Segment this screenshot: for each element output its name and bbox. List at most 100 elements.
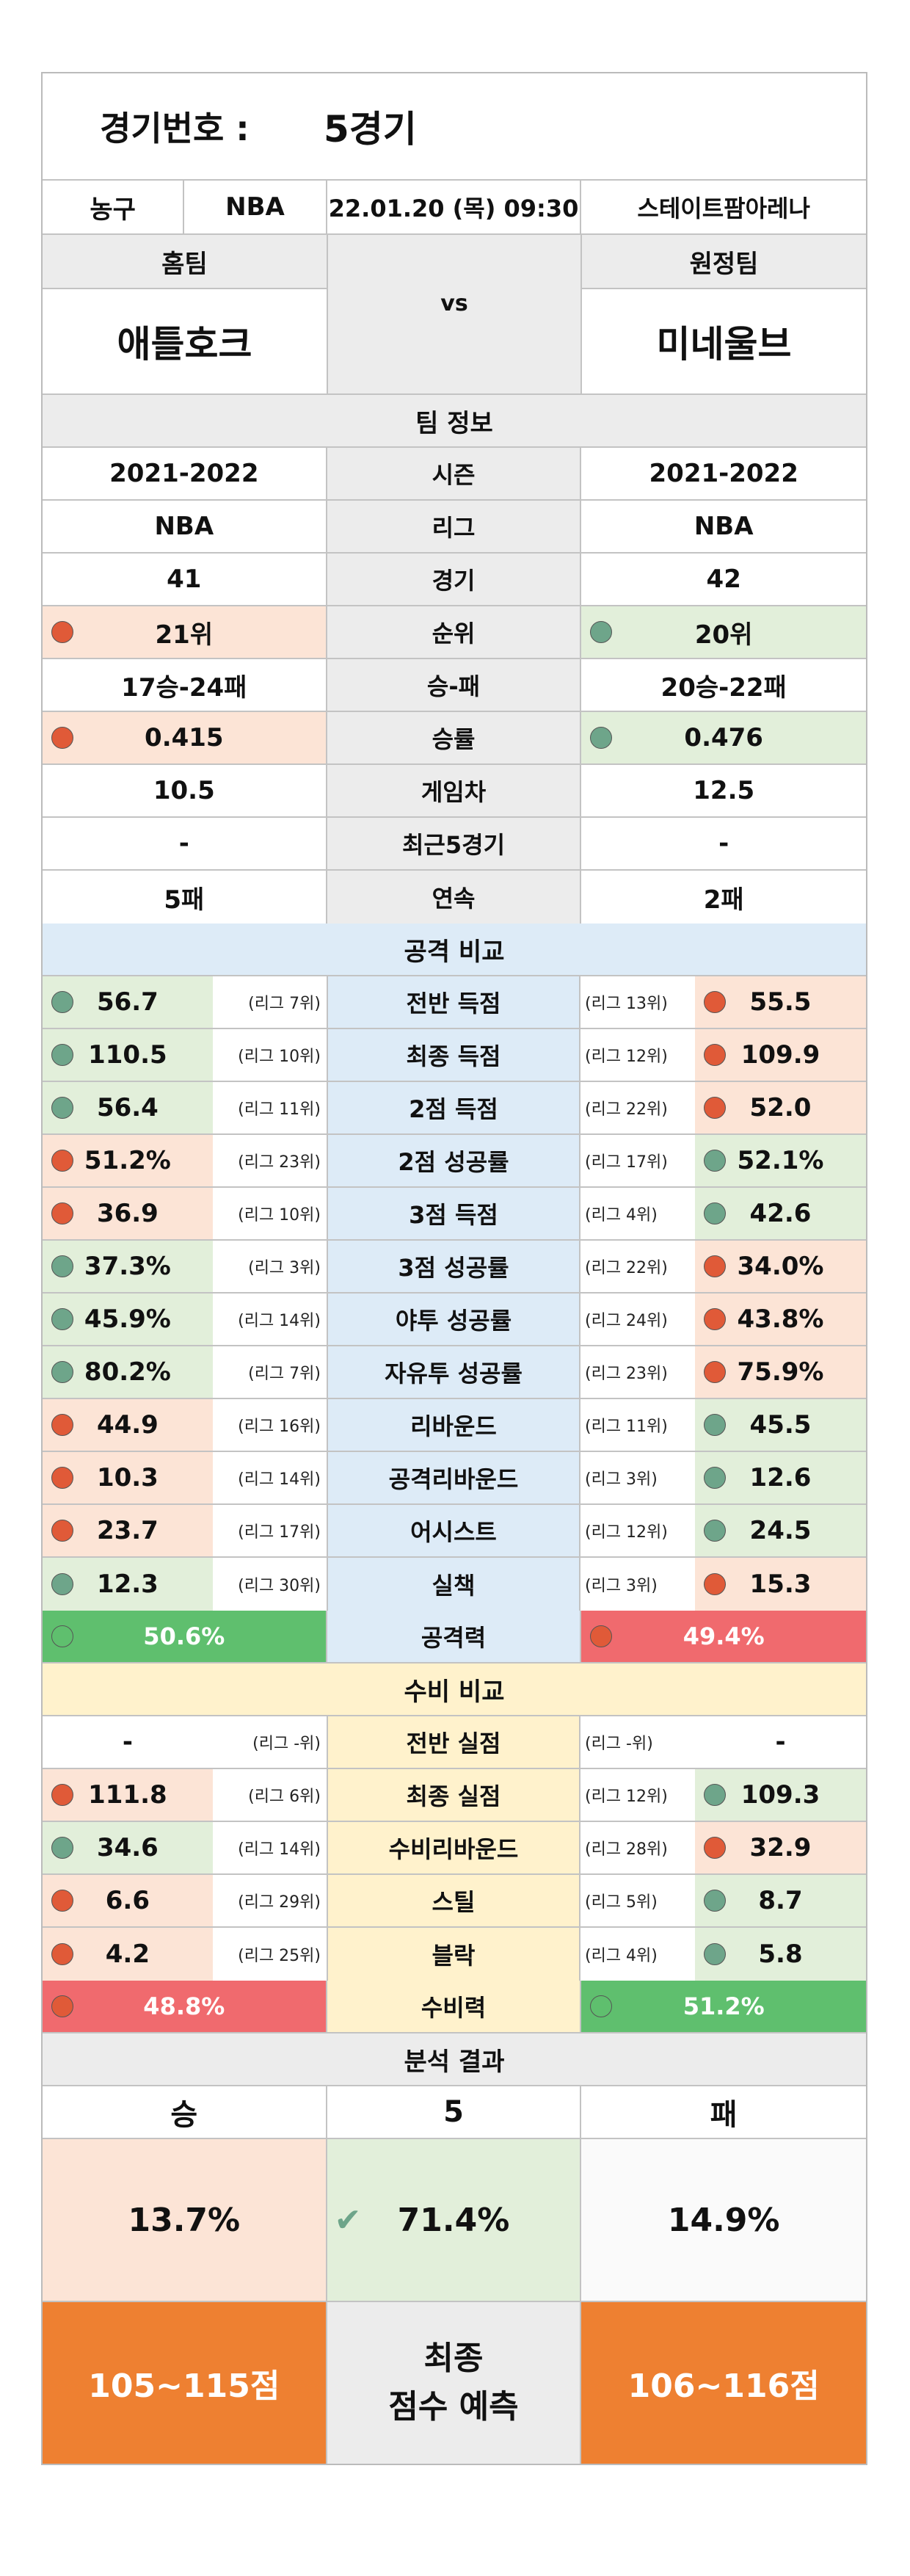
away-attack-stat: (리그 11위) 45.5: [580, 1399, 866, 1451]
defense-power-row: 48.8% 수비력 51.2%: [43, 1981, 866, 2033]
home-stat-rank: (리그 -위): [212, 1716, 327, 1768]
away-info-cell: 2021-2022: [581, 448, 866, 499]
home-info-cell: 0.415: [43, 712, 327, 763]
home-info-cell: -: [43, 818, 327, 869]
away-stat-value-cell: 24.5: [695, 1505, 866, 1556]
home-stat-value: 6.6: [105, 1886, 150, 1915]
away-stat-dot: [704, 1890, 726, 1912]
away-info-cell-value: 0.476: [684, 723, 763, 752]
home-stat-value: 80.2%: [84, 1357, 171, 1387]
home-score-prediction: 105~115점: [43, 2302, 327, 2464]
home-defense-stat: 111.8 (리그 6위): [43, 1769, 328, 1821]
away-stat-value-cell: 109.3: [695, 1769, 866, 1821]
home-stat-value: 34.6: [96, 1833, 159, 1862]
attack-stat-label: 전반 득점: [328, 976, 580, 1028]
away-team-name: 미네울브: [656, 323, 792, 366]
away-stat-value: 52.1%: [737, 1146, 824, 1175]
home-stat-value: 56.7: [96, 987, 159, 1017]
result-draw-label: 5: [327, 2086, 582, 2138]
away-stat-rank: (리그 4위): [580, 1188, 695, 1239]
away-stat-value-cell: 52.0: [695, 1082, 866, 1133]
home-attack-stat: 51.2% (리그 23위): [43, 1135, 328, 1186]
away-stat-rank: (리그 13위): [580, 976, 695, 1028]
attack-power-row: 50.6% 공격력 49.4%: [43, 1611, 866, 1663]
home-info-cell-value: 41: [167, 565, 202, 594]
away-stat-dot: [704, 991, 726, 1013]
away-info-cell: -: [581, 818, 866, 869]
home-stat-value: 23.7: [96, 1516, 159, 1545]
attack-stat-label: 최종 득점: [328, 1029, 580, 1081]
away-info-cell: 20승-22패: [581, 659, 866, 711]
defense-power-label: 수비력: [327, 1981, 582, 2032]
attack-stat-row: 23.7 (리그 17위) 어시스트 (리그 12위) 24.5: [43, 1505, 866, 1558]
result-draw-cell: ✔ 71.4%: [327, 2139, 582, 2301]
team-info-row: 17승-24패 승-패 20승-22패: [43, 659, 866, 712]
attack-stat-row: 36.9 (리그 10위) 3점 득점 (리그 4위) 42.6: [43, 1188, 866, 1241]
away-defense-power-value: 51.2%: [682, 1992, 765, 2020]
home-stat-value: 44.9: [96, 1410, 159, 1440]
result-win-pct: 13.7%: [43, 2139, 327, 2301]
away-stat-value: 109.3: [740, 1780, 820, 1810]
home-stat-rank: (리그 29위): [212, 1875, 327, 1926]
match-info-row: 농구 NBA 22.01.20 (목) 09:30 스테이트팜아레나: [43, 181, 866, 235]
away-info-cell-value: 42: [706, 565, 741, 594]
info-label-cell: 연속: [327, 871, 582, 924]
away-stat-value: 75.9%: [737, 1357, 824, 1387]
away-stat-dot: [704, 1943, 726, 1965]
away-stat-value: 15.3: [749, 1570, 812, 1599]
home-stat-rank: (리그 14위): [212, 1294, 327, 1345]
result-pct-row: 13.7% ✔ 71.4% 14.9%: [43, 2139, 866, 2302]
away-stat-value-cell: 15.3: [695, 1558, 866, 1611]
info-label-cell: 최근5경기: [327, 818, 582, 869]
defense-stat-row: 111.8 (리그 6위) 최종 실점 (리그 12위) 109.3: [43, 1769, 866, 1822]
away-attack-stat: (리그 3위) 15.3: [580, 1558, 866, 1611]
home-defense-stat: - (리그 -위): [43, 1716, 328, 1768]
team-info-row: 0.415 승률 0.476: [43, 712, 866, 765]
attack-title-row: 공격 비교: [43, 924, 866, 976]
venue-cell: 스테이트팜아레나: [637, 195, 810, 222]
away-stat-rank: (리그 12위): [580, 1505, 695, 1556]
home-stat-value-cell: 44.9: [43, 1399, 213, 1451]
home-attack-stat: 10.3 (리그 14위): [43, 1452, 328, 1503]
away-stat-rank: (리그 12위): [580, 1769, 695, 1821]
home-attack-stat: 44.9 (리그 16위): [43, 1399, 328, 1451]
home-stat-value-cell: 110.5: [43, 1029, 213, 1081]
home-stat-rank: (리그 10위): [212, 1029, 327, 1081]
home-stat-dot: [51, 1361, 73, 1383]
match-number-value: 5경기: [324, 108, 417, 150]
home-stat-dot: [51, 1202, 73, 1224]
home-stat-value: 45.9%: [84, 1305, 171, 1334]
home-stat-value-cell: 34.6: [43, 1822, 213, 1873]
home-attack-stat: 37.3% (리그 3위): [43, 1241, 328, 1292]
home-stat-dot: [51, 1414, 73, 1436]
away-defense-stat: (리그 12위) 109.3: [580, 1769, 866, 1821]
home-stat-rank: (리그 14위): [212, 1452, 327, 1503]
home-stat-value-cell: 45.9%: [43, 1294, 213, 1345]
attack-stat-label: 리바운드: [328, 1399, 580, 1451]
home-stat-value: 110.5: [88, 1040, 167, 1070]
home-stat-value-cell: -: [43, 1716, 213, 1768]
home-team-label: 홈팀: [43, 235, 327, 289]
home-stat-dot: [51, 1044, 73, 1066]
defense-stat-label: 스틸: [328, 1875, 580, 1926]
away-attack-power-value: 49.4%: [682, 1622, 765, 1650]
home-stat-value-cell: 80.2%: [43, 1346, 213, 1398]
home-defense-power-dot: [51, 1995, 73, 2017]
sport-cell: 농구: [43, 181, 185, 233]
away-stat-value: 8.7: [758, 1886, 803, 1915]
home-stat-rank: (리그 7위): [212, 1346, 327, 1398]
home-attack-stat: 110.5 (리그 10위): [43, 1029, 328, 1081]
away-stat-value-cell: 109.9: [695, 1029, 866, 1081]
defense-stat-row: 6.6 (리그 29위) 스틸 (리그 5위) 8.7: [43, 1875, 866, 1928]
attack-stat-row: 44.9 (리그 16위) 리바운드 (리그 11위) 45.5: [43, 1399, 866, 1452]
team-info-row: 21위 순위 20위: [43, 606, 866, 659]
away-defense-power-dot: [590, 1995, 613, 2017]
defense-stat-row: 4.2 (리그 25위) 블락 (리그 4위) 5.8: [43, 1928, 866, 1981]
home-stat-dot: [51, 1890, 73, 1912]
home-stat-dot: [51, 991, 73, 1013]
away-defense-stat: (리그 4위) 5.8: [580, 1928, 866, 1981]
away-stat-value-cell: 55.5: [695, 976, 866, 1028]
away-attack-stat: (리그 24위) 43.8%: [580, 1294, 866, 1345]
info-label-cell-value: 최근5경기: [401, 831, 506, 859]
home-stat-rank: (리그 7위): [212, 976, 327, 1028]
